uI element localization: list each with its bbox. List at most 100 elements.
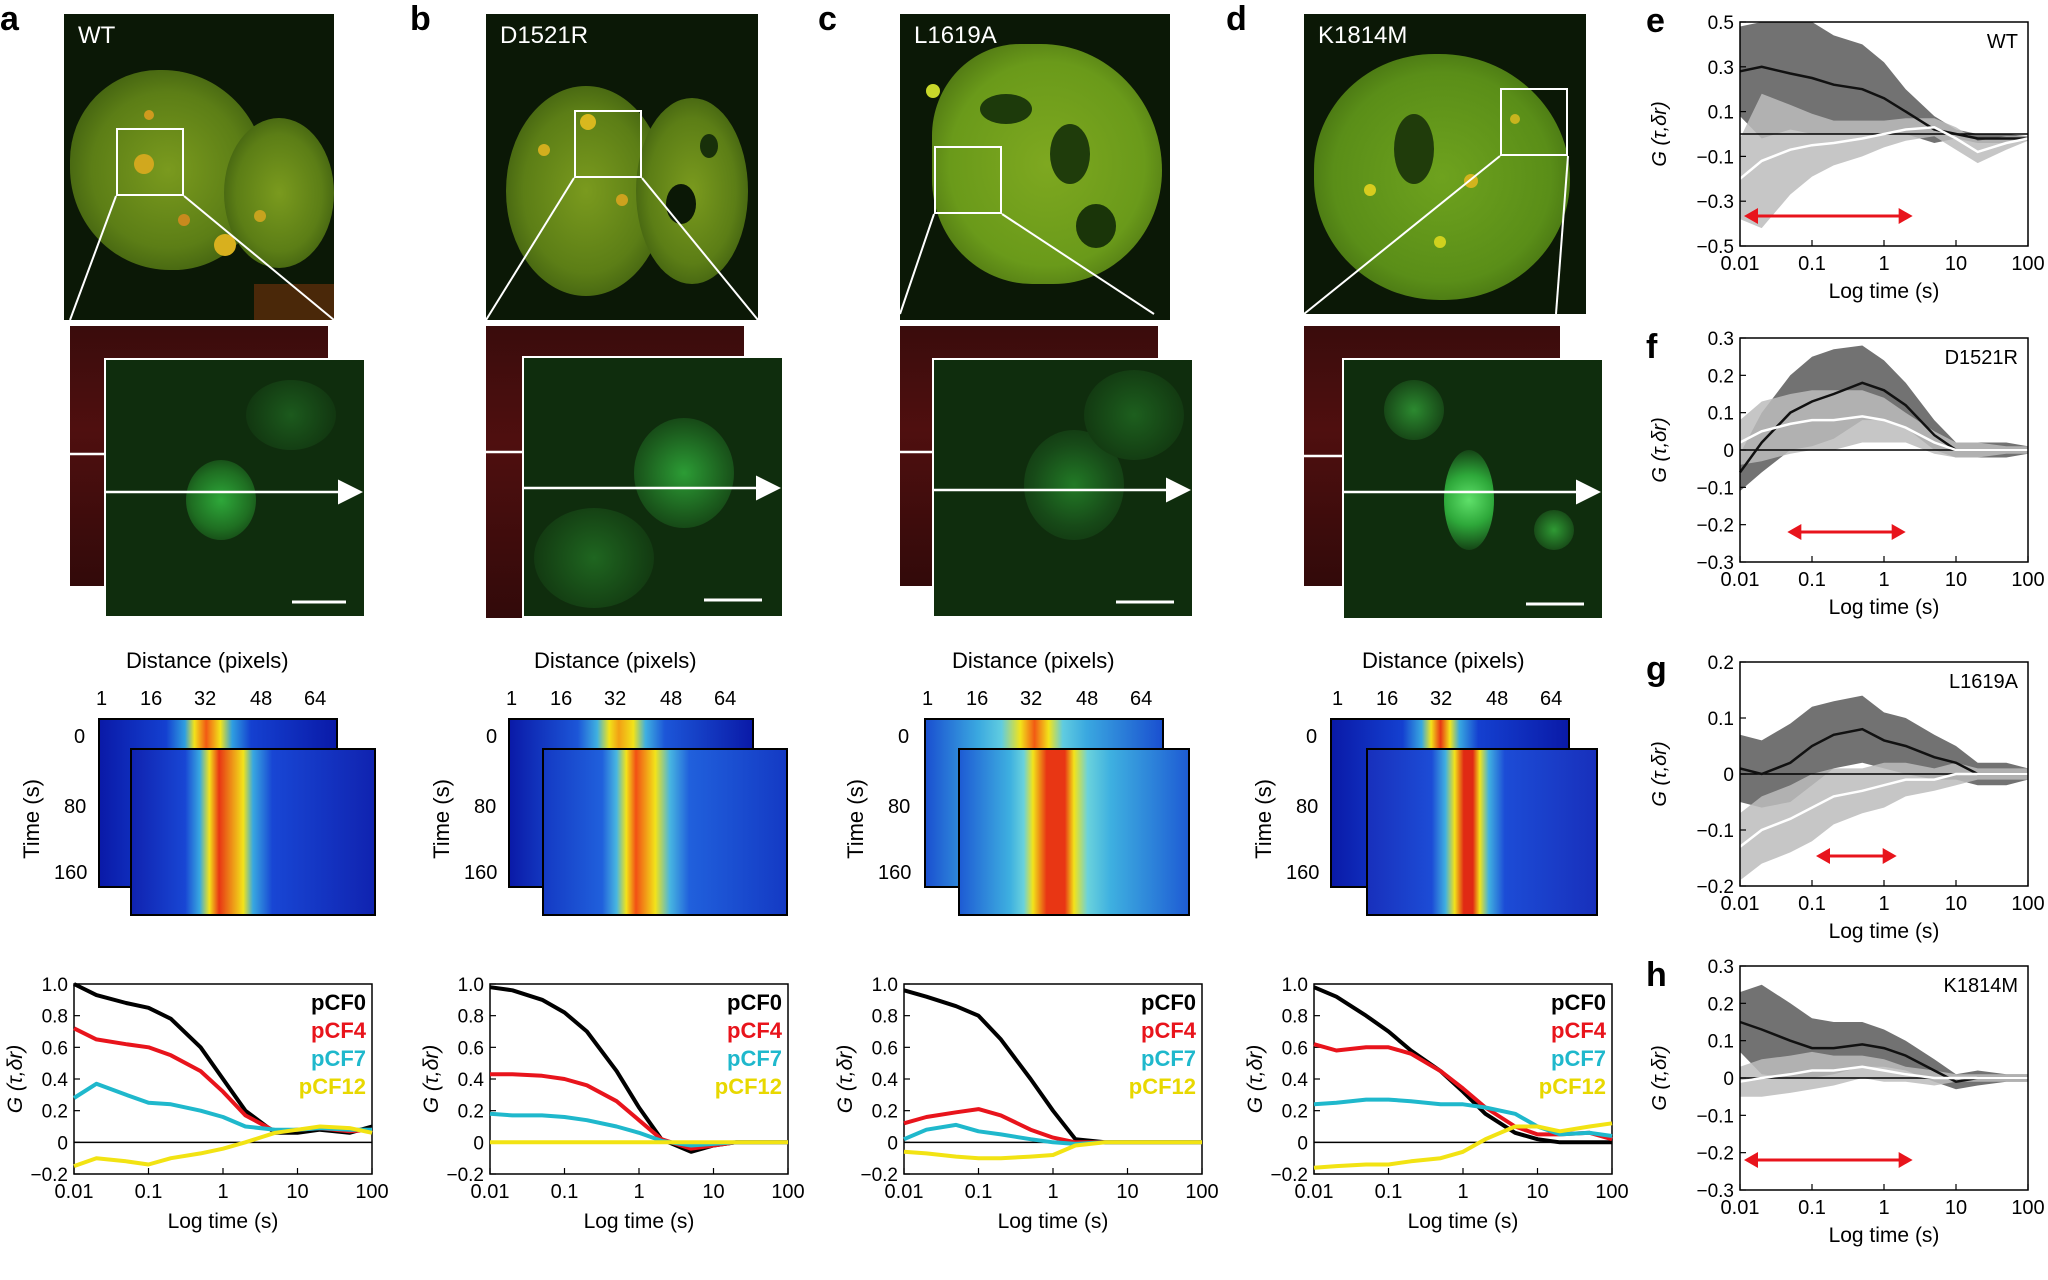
x-tick-label: 0.01 — [1295, 1181, 1334, 1203]
kymo-xtick-c-32: 32 — [1020, 688, 1043, 710]
y-tick-label: 0.4 — [458, 1070, 485, 1091]
cross-chart-f: 0.3 0.2 0.1 0 −0.1 −0.2 −0.30.01 0.1 1 10 100 Log t… — [1649, 329, 2045, 619]
y-tick-label: 0.8 — [872, 1007, 898, 1028]
y-tick-label: −0.2 — [30, 1165, 68, 1186]
x-axis-label: Log time (s) — [1829, 920, 1940, 943]
x-tick-label: 100 — [355, 1181, 388, 1203]
y-tick-label: 0.2 — [458, 1102, 484, 1123]
legend-pcf7: pCF7 — [727, 1046, 782, 1071]
x-tick-label: 0.01 — [1721, 253, 1760, 275]
kymo-xtick-a-32: 32 — [194, 688, 217, 710]
kymo-ytick-d-80: 80 — [1296, 796, 1319, 818]
y-tick-label: −0.3 — [1696, 192, 1734, 213]
x-tick-label: 10 — [1526, 1181, 1548, 1203]
legend-pcf0: pCF0 — [311, 990, 366, 1015]
kymo-ytick-b-80: 80 — [474, 796, 497, 818]
series-line-pcf12 — [903, 1140, 1202, 1161]
legend-pcf7: pCF7 — [311, 1046, 366, 1071]
x-tick-label: 100 — [2011, 1197, 2044, 1219]
kymo-ylabel-a: Time (s) — [18, 779, 44, 859]
legend-pcf0: pCF0 — [1141, 990, 1196, 1015]
x-axis-label: Log time (s) — [1829, 596, 1940, 619]
x-tick-label: 1 — [633, 1181, 644, 1203]
kymo-xtick-d-16: 16 — [1376, 688, 1399, 710]
timescale-arrow-right-head — [1882, 848, 1897, 864]
panel-letter-a: a — [0, 0, 19, 38]
crop-green-l1619a — [932, 358, 1194, 618]
kymo-ylabel-b: Time (s) — [428, 779, 454, 859]
y-tick-label: 0.4 — [1282, 1070, 1309, 1091]
kymo-xtick-b-16: 16 — [550, 688, 573, 710]
x-tick-label: 1 — [1878, 569, 1889, 591]
x-tick-label: 0.01 — [471, 1181, 510, 1203]
x-tick-label: 0.01 — [885, 1181, 924, 1203]
y-tick-label: 0 — [887, 1133, 898, 1154]
kymo-ytick-b-160: 160 — [464, 862, 498, 884]
kymo-xlabel-c: Distance (pixels) — [952, 648, 1115, 673]
y-tick-label: 1.0 — [872, 975, 898, 996]
x-tick-label: 0.1 — [135, 1181, 163, 1203]
kymo-xtick-c-1: 1 — [922, 688, 934, 710]
series-line-pcf0 — [1313, 985, 1612, 1145]
y-tick-label: 0 — [1297, 1133, 1308, 1154]
y-tick-label: 0.1 — [1708, 404, 1734, 425]
y-tick-label: 0 — [1723, 765, 1734, 786]
kymo-ytick-d-160: 160 — [1286, 862, 1320, 884]
x-axis-label: Log time (s) — [1829, 280, 1940, 303]
y-tick-label: −0.2 — [1696, 877, 1734, 898]
kymo-xtick-d-48: 48 — [1486, 688, 1509, 710]
x-tick-label: 100 — [1595, 1181, 1628, 1203]
x-axis-label: Log time (s) — [1829, 1224, 1940, 1247]
y-tick-label: −0.2 — [1696, 516, 1734, 537]
legend-pcf7: pCF7 — [1141, 1046, 1196, 1071]
y-tick-label: 0.1 — [1708, 709, 1734, 730]
series-line-pcf7 — [1313, 1097, 1613, 1138]
timescale-arrow-left-head — [1787, 524, 1802, 540]
x-tick-label: 0.1 — [1798, 569, 1826, 591]
y-tick-label: 0.8 — [42, 1007, 68, 1028]
x-tick-label: 0.1 — [1375, 1181, 1403, 1203]
y-tick-label: −0.1 — [1696, 1106, 1734, 1127]
x-tick-label: 10 — [286, 1181, 308, 1203]
mean-line-light — [1739, 415, 2028, 452]
mean-line-dark — [1739, 65, 2028, 140]
legend-pcf12: pCF12 — [299, 1074, 366, 1099]
y-tick-label: 0.3 — [1708, 957, 1734, 978]
panel-letter-c: c — [818, 0, 837, 38]
panel-title: D1521R — [1945, 347, 2018, 369]
y-tick-label: 0 — [473, 1133, 484, 1154]
panel-letter-h: h — [1646, 956, 1667, 994]
error-band-light — [1740, 1051, 2028, 1097]
x-tick-label: 1 — [217, 1181, 228, 1203]
x-tick-label: 0.1 — [551, 1181, 579, 1203]
kymo-xtick-d-1: 1 — [1332, 688, 1344, 710]
pcf-chart-d: 1.0 0.8 0.6 0.4 0.2 0 −0.20.01 0.1 1 10 100 Log tim… — [1244, 975, 1629, 1233]
kymo-ytick-b-0: 0 — [486, 726, 498, 748]
cell-image-k1814m: K1814M — [1304, 14, 1586, 314]
y-tick-label: 0.6 — [458, 1038, 484, 1059]
cell-label-l1619a: L1619A — [914, 22, 997, 49]
y-tick-label: 0.1 — [1708, 103, 1734, 124]
timescale-arrow-left-head — [1816, 848, 1830, 864]
cross-chart-g: 0.2 0.1 0 −0.1 −0.20.01 0.1 1 10 100 Log time (s)… — [1649, 653, 2045, 943]
x-tick-label: 0.1 — [1798, 1197, 1826, 1219]
legend-pcf4: pCF4 — [311, 1018, 367, 1043]
y-tick-label: 0 — [1723, 1069, 1734, 1090]
x-tick-label: 0.01 — [55, 1181, 94, 1203]
y-axis-label: G (τ,δr) — [1244, 1045, 1267, 1114]
y-tick-label: −0.1 — [1696, 478, 1734, 499]
y-tick-label: 0 — [1723, 441, 1734, 462]
y-tick-label: 1.0 — [458, 975, 484, 996]
panel-title: WT — [1987, 31, 2018, 53]
x-tick-label: 1 — [1047, 1181, 1058, 1203]
timescale-arrow-right-head — [1891, 524, 1906, 540]
kymo-xtick-c-64: 64 — [1130, 688, 1153, 710]
x-tick-label: 100 — [1185, 1181, 1218, 1203]
legend-pcf0: pCF0 — [727, 990, 782, 1015]
kymo-xtick-c-48: 48 — [1076, 688, 1099, 710]
y-tick-label: 0.3 — [1708, 58, 1734, 79]
legend-pcf12: pCF12 — [715, 1074, 782, 1099]
timescale-arrow-right-head — [1898, 1152, 1913, 1168]
x-tick-label: 1 — [1878, 1197, 1889, 1219]
